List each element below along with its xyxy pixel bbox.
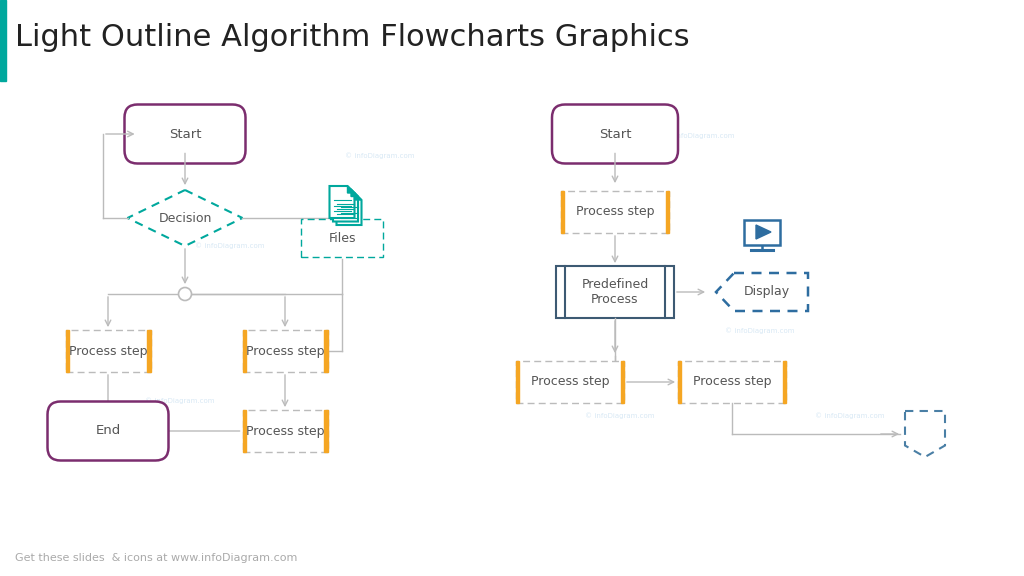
Text: End: End xyxy=(95,425,121,438)
Bar xyxy=(66,330,69,372)
Text: Files: Files xyxy=(329,232,355,244)
Text: © infoDiagram.com: © infoDiagram.com xyxy=(196,242,265,249)
Bar xyxy=(561,191,669,233)
FancyBboxPatch shape xyxy=(552,104,678,164)
Polygon shape xyxy=(351,190,358,196)
Text: Start: Start xyxy=(169,127,202,141)
Bar xyxy=(744,219,780,244)
Text: Process step: Process step xyxy=(530,376,609,388)
FancyBboxPatch shape xyxy=(47,401,169,460)
Bar xyxy=(0,0,5,81)
Bar xyxy=(556,266,674,318)
Bar xyxy=(516,361,519,403)
Text: Display: Display xyxy=(743,286,790,298)
Polygon shape xyxy=(330,186,354,218)
FancyBboxPatch shape xyxy=(125,104,246,164)
Bar xyxy=(147,330,151,372)
Text: © infoDiagram.com: © infoDiagram.com xyxy=(815,412,885,419)
Text: Decision: Decision xyxy=(159,211,212,225)
Circle shape xyxy=(178,287,191,301)
Text: Process step: Process step xyxy=(246,344,325,358)
Bar xyxy=(516,361,624,403)
Text: © infoDiagram.com: © infoDiagram.com xyxy=(666,132,735,139)
Text: Process step: Process step xyxy=(246,425,325,438)
Bar xyxy=(666,191,669,233)
Bar xyxy=(243,410,328,452)
Bar xyxy=(678,361,681,403)
Polygon shape xyxy=(333,190,358,222)
Text: © infoDiagram.com: © infoDiagram.com xyxy=(345,153,415,160)
Text: Start: Start xyxy=(599,127,631,141)
Bar xyxy=(325,330,328,372)
Text: © infoDiagram.com: © infoDiagram.com xyxy=(586,412,654,419)
Bar xyxy=(621,361,624,403)
Text: © infoDiagram.com: © infoDiagram.com xyxy=(145,397,215,404)
Polygon shape xyxy=(756,225,771,239)
Bar xyxy=(678,361,786,403)
Bar xyxy=(561,191,564,233)
Bar xyxy=(66,330,151,372)
Bar xyxy=(243,410,246,452)
Bar xyxy=(782,361,786,403)
Text: Predefined
Process: Predefined Process xyxy=(582,278,648,306)
Bar xyxy=(243,330,246,372)
Text: Process step: Process step xyxy=(575,206,654,218)
Text: Process step: Process step xyxy=(69,344,147,358)
Text: Light Outline Algorithm Flowcharts Graphics: Light Outline Algorithm Flowcharts Graph… xyxy=(15,24,689,52)
Polygon shape xyxy=(354,193,361,200)
Text: © infoDiagram.com: © infoDiagram.com xyxy=(725,328,795,334)
Bar xyxy=(243,330,328,372)
Polygon shape xyxy=(337,193,361,225)
Text: Process step: Process step xyxy=(693,376,771,388)
Text: Get these slides  & icons at www.infoDiagram.com: Get these slides & icons at www.infoDiag… xyxy=(15,553,297,563)
Bar xyxy=(301,219,383,257)
Polygon shape xyxy=(347,186,354,193)
Bar xyxy=(325,410,328,452)
